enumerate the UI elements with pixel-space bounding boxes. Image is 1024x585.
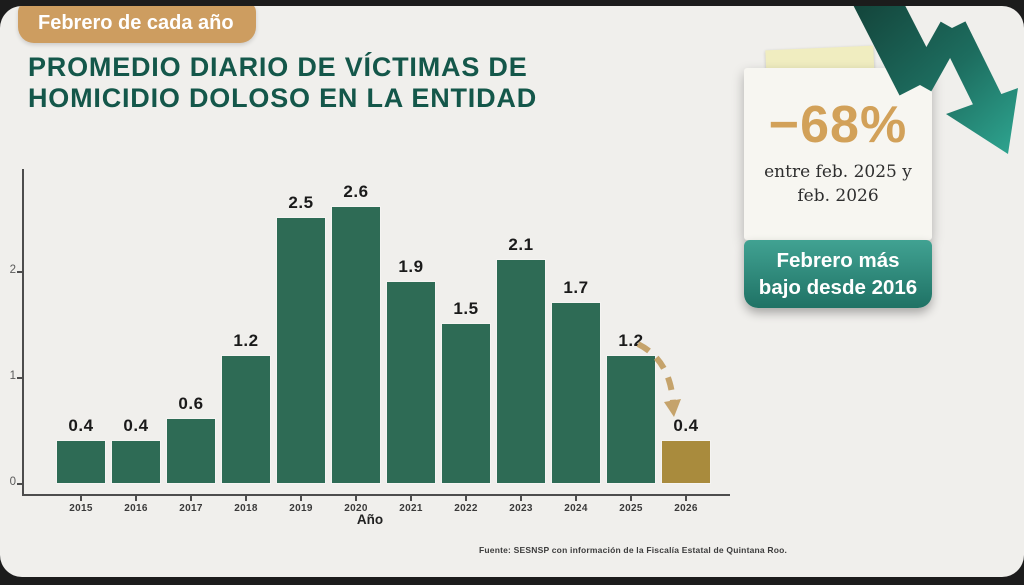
page-title-line1: PROMEDIO DIARIO DE VÍCTIMAS DE: [28, 52, 528, 82]
x-tick-label-2024: 2024: [564, 503, 588, 514]
bar-value-2025: 1.2: [618, 331, 644, 350]
bar-chart: Año 0.4 2015 0.4 2016 0.6 2017 1.2 2018 2.5 2019 2…: [0, 6, 760, 577]
y-tick-mark-1: [17, 377, 22, 379]
bar-value-2015: 0.4: [68, 416, 94, 435]
x-tick-label-2016: 2016: [124, 503, 148, 514]
bar-value-2021: 1.9: [398, 257, 424, 276]
y-tick-mark-2: [17, 271, 22, 273]
percent-change-caption: entre feb. 2025 y feb. 2026: [744, 160, 932, 208]
y-axis-line: [22, 169, 24, 496]
y-tick-mark-0: [17, 483, 22, 485]
x-tick-label-2015: 2015: [69, 503, 93, 514]
lowest-february-banner: Febrero más bajo desde 2016: [744, 240, 932, 308]
y-tick-label-0: 0: [9, 476, 16, 488]
bar-value-2022: 1.5: [453, 299, 479, 318]
banner-line2: bajo desde 2016: [758, 276, 918, 299]
caption-line1: entre feb. 2025 y: [764, 162, 912, 182]
x-axis-title: Año: [356, 512, 384, 527]
period-badge: Febrero de cada año: [18, 6, 256, 43]
bar-value-2024: 1.7: [563, 278, 589, 297]
x-tick-label-2020: 2020: [344, 503, 368, 514]
x-tick-label-2023: 2023: [509, 503, 533, 514]
bar-value-2019: 2.5: [288, 193, 314, 212]
bar-2016: [112, 441, 160, 483]
x-tick-label-2017: 2017: [179, 503, 203, 514]
x-tick-label-2026: 2026: [674, 503, 698, 514]
caption-line2: feb. 2026: [797, 186, 879, 206]
x-axis-line: [22, 494, 730, 496]
bar-value-2017: 0.6: [178, 394, 204, 413]
x-tick-mark-2020: [355, 496, 357, 501]
x-tick-mark-2025: [630, 496, 632, 501]
page-title-line2: HOMICIDIO DOLOSO EN LA ENTIDAD: [28, 83, 537, 113]
x-tick-mark-2021: [410, 496, 412, 501]
bar-2025: [607, 356, 655, 483]
downward-trend-arrow-icon: [853, 6, 1018, 154]
x-tick-label-2021: 2021: [399, 503, 423, 514]
bar-2019: [277, 218, 325, 483]
source-note: Fuente: SESNSP con información de la Fis…: [479, 545, 788, 555]
bar-2026: [662, 441, 710, 483]
bar-2024: [552, 303, 600, 483]
bar-value-2016: 0.4: [123, 416, 149, 435]
x-tick-mark-2024: [575, 496, 577, 501]
dashed-decline-arrow-icon: [636, 341, 681, 417]
x-tick-mark-2022: [465, 496, 467, 501]
page-title: PROMEDIO DIARIO DE VÍCTIMAS DE HOMICIDIO…: [28, 52, 537, 114]
x-tick-mark-2016: [135, 496, 137, 501]
percent-change-value: −68%: [768, 96, 908, 154]
bar-2022: [442, 324, 490, 483]
callout-card: −68% entre feb. 2025 y feb. 2026: [744, 68, 932, 240]
banner-line1: Febrero más: [776, 249, 900, 272]
x-tick-mark-2023: [520, 496, 522, 501]
x-tick-label-2025: 2025: [619, 503, 643, 514]
x-tick-label-2022: 2022: [454, 503, 478, 514]
x-tick-label-2018: 2018: [234, 503, 258, 514]
bar-2018: [222, 356, 270, 483]
x-tick-label-2019: 2019: [289, 503, 313, 514]
bar-value-2020: 2.6: [343, 182, 369, 201]
bar-2015: [57, 441, 105, 483]
bar-2020: [332, 207, 380, 483]
slide: Febrero de cada año PROMEDIO DIARIO DE V…: [0, 6, 1024, 577]
x-tick-mark-2026: [685, 496, 687, 501]
y-tick-label-1: 1: [9, 370, 16, 382]
bar-value-2026: 0.4: [673, 416, 699, 435]
x-tick-mark-2017: [190, 496, 192, 501]
x-tick-mark-2015: [80, 496, 82, 501]
bar-2023: [497, 260, 545, 483]
x-tick-mark-2019: [300, 496, 302, 501]
x-tick-mark-2018: [245, 496, 247, 501]
bar-value-2018: 1.2: [233, 331, 259, 350]
y-tick-label-2: 2: [9, 264, 16, 276]
bar-value-2023: 2.1: [508, 235, 534, 254]
bar-2021: [387, 282, 435, 483]
bar-2017: [167, 419, 215, 483]
